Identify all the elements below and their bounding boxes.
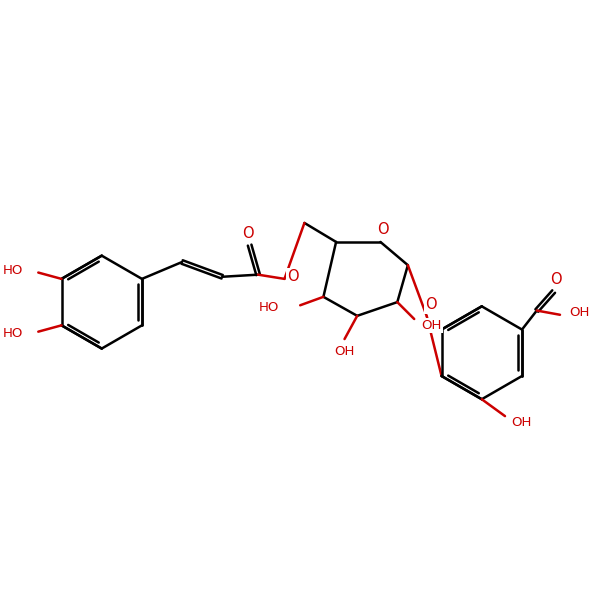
Text: HO: HO: [3, 327, 23, 340]
Text: OH: OH: [569, 306, 589, 319]
Text: O: O: [550, 272, 562, 287]
Text: O: O: [425, 297, 437, 312]
Text: OH: OH: [512, 416, 532, 429]
Text: HO: HO: [259, 301, 279, 314]
Text: O: O: [377, 222, 388, 237]
Text: HO: HO: [3, 264, 23, 277]
Text: O: O: [242, 226, 253, 241]
Text: O: O: [287, 269, 299, 284]
Text: OH: OH: [421, 319, 441, 332]
Text: OH: OH: [334, 345, 355, 358]
